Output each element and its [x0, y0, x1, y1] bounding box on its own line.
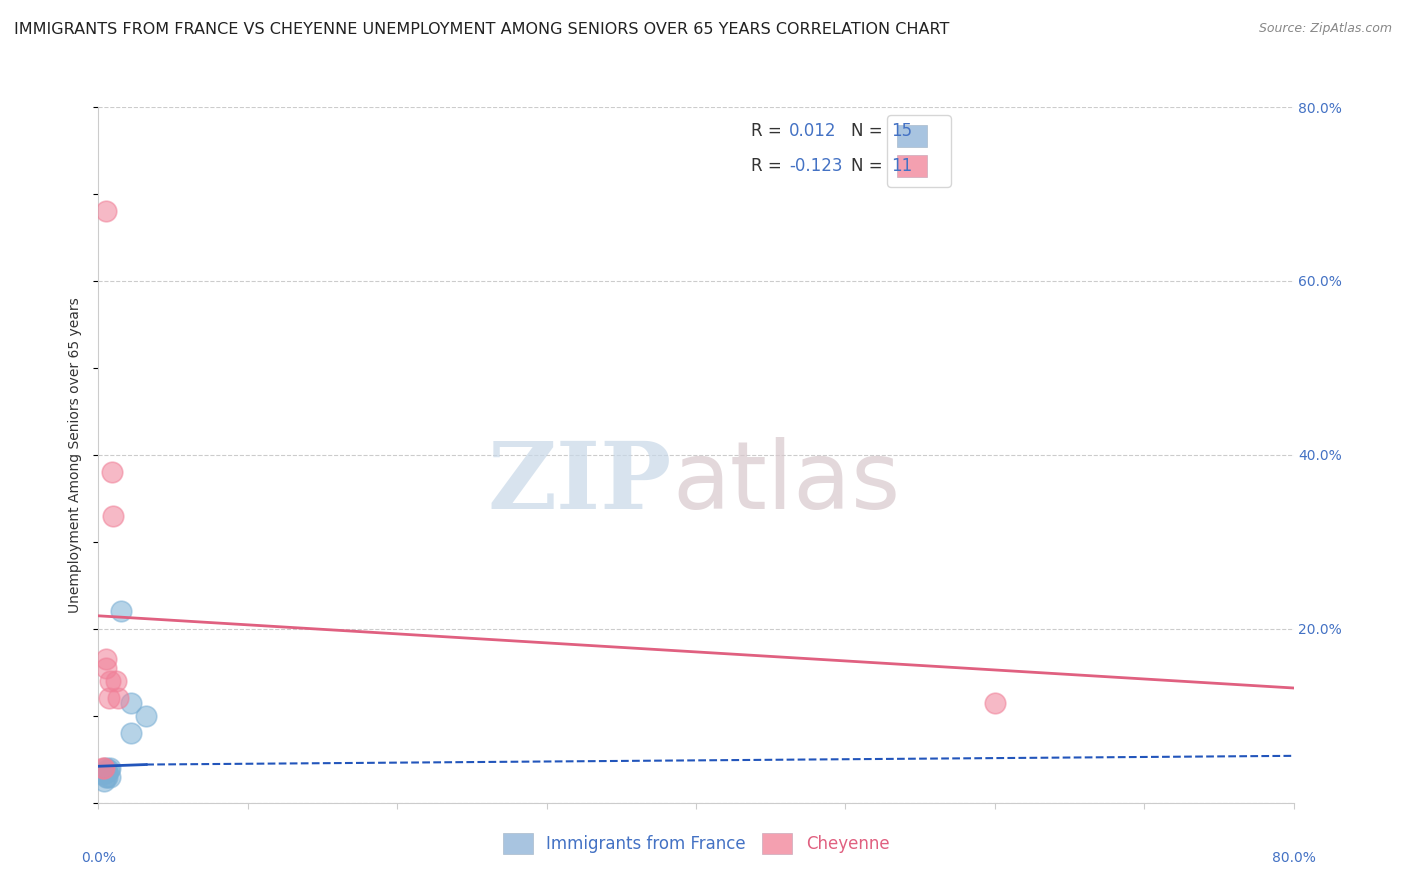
Text: R =: R = — [751, 157, 782, 175]
Point — [96, 770, 118, 784]
Text: -0.123: -0.123 — [789, 157, 842, 175]
Point — [93, 765, 115, 780]
Point — [94, 770, 117, 784]
Text: R =: R = — [751, 122, 782, 140]
Point — [120, 726, 142, 740]
Text: Source: ZipAtlas.com: Source: ZipAtlas.com — [1258, 22, 1392, 36]
Point — [984, 696, 1007, 710]
Point — [91, 761, 114, 775]
Y-axis label: Unemployment Among Seniors over 65 years: Unemployment Among Seniors over 65 years — [69, 297, 83, 613]
Point — [100, 674, 122, 689]
Text: 0.0%: 0.0% — [82, 851, 115, 864]
Point — [105, 674, 128, 689]
Point — [120, 696, 142, 710]
Point — [97, 763, 120, 777]
Text: 0.012: 0.012 — [789, 122, 837, 140]
Point — [94, 652, 117, 666]
Point — [94, 763, 117, 777]
Point — [97, 691, 120, 706]
Point — [94, 661, 117, 675]
Point — [100, 770, 122, 784]
Point — [103, 508, 125, 523]
Text: atlas: atlas — [672, 437, 900, 529]
Text: ZIP: ZIP — [488, 438, 672, 528]
Text: N =: N = — [852, 122, 883, 140]
Point — [94, 204, 117, 219]
Text: 11: 11 — [891, 157, 912, 175]
Text: IMMIGRANTS FROM FRANCE VS CHEYENNE UNEMPLOYMENT AMONG SENIORS OVER 65 YEARS CORR: IMMIGRANTS FROM FRANCE VS CHEYENNE UNEMP… — [14, 22, 949, 37]
Point — [110, 605, 132, 619]
Point — [93, 774, 115, 789]
Point — [91, 767, 114, 781]
Legend: Immigrants from France, Cheyenne: Immigrants from France, Cheyenne — [492, 822, 900, 864]
Point — [96, 765, 118, 780]
Point — [93, 761, 115, 775]
Text: 80.0%: 80.0% — [1271, 851, 1316, 864]
Text: N =: N = — [852, 157, 883, 175]
Point — [135, 708, 157, 723]
Point — [94, 761, 117, 775]
Point — [100, 761, 122, 775]
Point — [107, 691, 129, 706]
Point — [101, 466, 124, 480]
Text: 15: 15 — [891, 122, 912, 140]
